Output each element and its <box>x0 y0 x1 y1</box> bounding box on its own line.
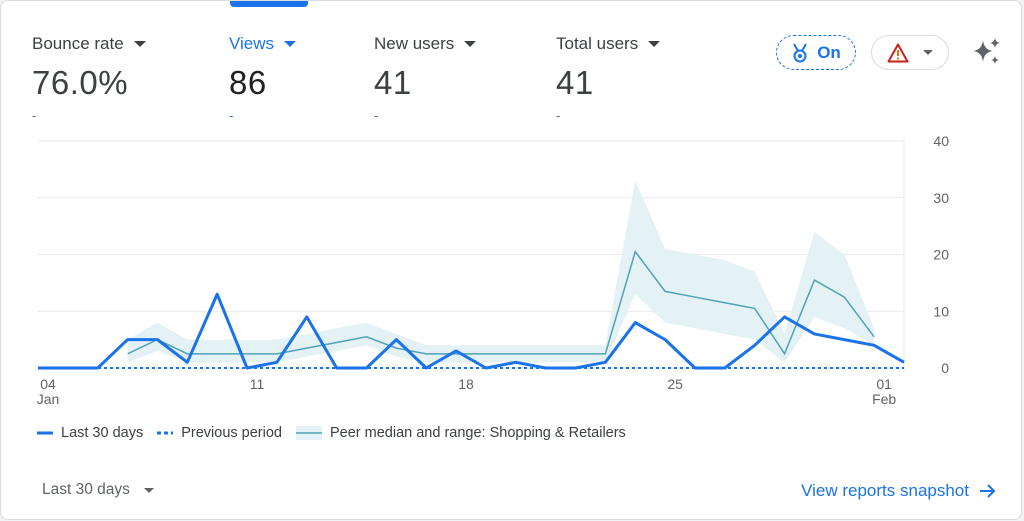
metric-delta: - <box>374 108 379 123</box>
view-reports-snapshot-link[interactable]: View reports snapshot <box>801 481 997 501</box>
y-tick-label: 30 <box>933 190 949 206</box>
metric-total-users[interactable]: Total users 41 - <box>556 34 661 123</box>
x-tick-label: 11 <box>250 376 265 392</box>
last-30-days-line <box>38 292 905 370</box>
metric-value: 86 <box>229 64 267 101</box>
sparkle-icon[interactable] <box>969 35 1003 69</box>
dashed-line-swatch <box>157 431 174 435</box>
legend-label: Peer median and range: Shopping & Retail… <box>329 425 626 441</box>
metric-label: Bounce rate <box>32 34 124 53</box>
link-label: View reports snapshot <box>801 481 969 500</box>
chart-legend: Last 30 days Previous period Peer median… <box>37 425 640 441</box>
metric-value: 41 <box>374 64 412 101</box>
peer-median-line <box>127 250 875 356</box>
y-tick-label: 40 <box>933 133 949 149</box>
y-tick-label: 20 <box>933 247 949 263</box>
peer-band-swatch <box>295 426 322 440</box>
benchmark-chip-label: On <box>817 42 841 62</box>
peer-range-band <box>127 180 875 363</box>
date-range-label: Last 30 days <box>42 481 130 498</box>
metric-value: 76.0% <box>32 64 129 101</box>
y-tick-label: 0 <box>941 360 949 376</box>
warning-icon <box>887 43 909 62</box>
metric-label: Total users <box>556 34 639 53</box>
chevron-down-icon <box>648 41 661 47</box>
chevron-down-icon <box>284 41 297 47</box>
x-tick-sublabel: Jan <box>37 391 60 407</box>
metric-delta: - <box>32 108 37 123</box>
legend-item-peer: Peer median and range: Shopping & Retail… <box>295 425 626 441</box>
metric-bounce-rate[interactable]: Bounce rate 76.0% - <box>32 34 146 123</box>
metric-new-users[interactable]: New users 41 - <box>374 34 477 123</box>
benchmark-toggle-chip[interactable]: On <box>776 35 856 70</box>
x-tick-label: 04 <box>40 376 56 392</box>
solid-line-swatch <box>37 431 53 435</box>
chevron-down-icon <box>133 41 146 47</box>
x-tick-label: 18 <box>458 376 474 392</box>
y-tick-label: 10 <box>933 303 949 319</box>
x-tick-label: 01 <box>876 376 892 392</box>
metric-label: Views <box>229 34 275 53</box>
medal-icon <box>793 43 808 62</box>
arrow-right-icon <box>980 484 996 498</box>
chevron-down-icon <box>143 487 154 493</box>
metric-delta: - <box>556 108 561 123</box>
metric-value: 41 <box>556 64 594 101</box>
date-range-selector[interactable]: Last 30 days <box>42 481 154 499</box>
legend-item-previous: Previous period <box>157 425 282 441</box>
metric-views[interactable]: Views 86 - <box>229 34 297 123</box>
legend-label: Previous period <box>181 425 282 441</box>
legend-label: Last 30 days <box>61 425 144 441</box>
x-tick-sublabel: Feb <box>872 391 896 407</box>
data-quality-chip[interactable] <box>871 35 949 70</box>
metric-label: New users <box>374 34 455 53</box>
legend-item-current: Last 30 days <box>37 425 143 441</box>
x-tick-label: 25 <box>667 376 683 392</box>
active-metric-indicator <box>230 1 308 7</box>
chevron-down-icon <box>464 41 477 47</box>
metric-delta: - <box>229 108 234 123</box>
chevron-down-icon <box>923 50 933 55</box>
